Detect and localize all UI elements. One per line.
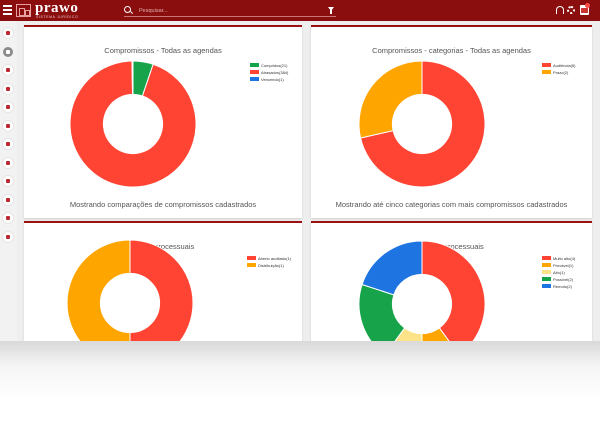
logo-subtitle: SISTEMA JURÍDICO [36,15,79,19]
legend-item[interactable]: Audiência(5) [542,63,575,70]
legend-swatch [542,284,551,288]
legend-label: Remoto(2) [553,284,572,289]
donut-slice-4[interactable] [361,240,423,296]
legend-swatch [542,63,551,67]
chart-legend: Aberto auditado(1) Distribuição(1) [247,256,291,270]
legend-item[interactable]: Vencendo(1) [250,77,288,84]
legend-swatch [542,263,551,267]
sidebar-folder-icon[interactable] [3,102,13,112]
legend-item[interactable]: Cumpridos(21) [250,63,288,70]
chart-title: Compromissos - categorias - Todas as age… [372,46,531,55]
chart-caption: Mostrando comparações de compromissos ca… [69,200,257,209]
donut-slice-0[interactable] [359,60,486,188]
legend-label: Aberto auditado(1) [258,256,292,261]
search-icon[interactable] [124,6,131,13]
chart-procedural-phases-card: Fases processuais Aberto auditado(1) Distr… [24,221,302,367]
sidebar-report-icon[interactable] [3,194,13,205]
sidebar-mail-icon[interactable] [3,213,13,223]
legend-item[interactable]: Alto(1) [542,270,575,277]
donut-slice-2[interactable] [131,60,134,95]
chart-commitments-categories-card: Compromissos - categorias - Todas as age… [311,25,592,218]
chart-commitments-all-agendas-card: Compromissos - Todas as agendas Cumpridos… [24,25,302,218]
chart-legend: Muito alto(4) Provável(1) Alto(1) Possível(… [542,256,575,291]
legend-label: Alto(1) [553,270,565,275]
legend-label: Cumpridos(21) [261,63,288,68]
screen-bottom-fade [0,341,600,400]
legend-swatch [542,70,551,74]
sidebar-briefcase-icon[interactable] [3,120,13,131]
chart-title: Riscos processuais [419,242,484,251]
sidebar-chart-icon[interactable] [3,231,13,242]
legend-label: Muito alto(4) [553,256,576,261]
legend-label: Possível(2) [553,277,574,282]
dashboard-content: Compromissos - Todas as agendas Cumpridos… [17,21,600,368]
search-input[interactable] [139,6,319,15]
legend-swatch [250,70,259,74]
search-bar [124,6,336,17]
support-headset-icon[interactable] [556,6,564,14]
legend-item[interactable]: Atrasados(384) [250,70,288,77]
sidebar-finance-icon[interactable] [3,83,13,94]
sidebar [0,21,18,341]
donut-slice-1[interactable] [69,60,197,188]
legend-item[interactable]: Provável(1) [542,263,575,270]
sidebar-home-icon[interactable] [3,28,13,38]
chart-title: Compromissos - Todas as agendas [104,46,222,55]
legend-label: Audiência(5) [553,63,576,68]
hamburger-menu-icon[interactable] [3,5,12,16]
legend-item[interactable]: Muito alto(4) [542,256,575,263]
prawo-logo-icon [16,4,31,17]
legend-swatch [250,77,259,81]
chart-legend: Audiência(5) Prazo(2) [542,63,575,77]
chart-title: Fases processuais [131,242,195,251]
sidebar-tag-icon[interactable] [3,139,13,149]
legend-label: Distribuição(1) [258,263,284,268]
legend-item[interactable]: Prazo(2) [542,70,575,77]
chart-caption: Mostrando até cinco categorias com mais … [335,200,568,209]
donut-slice-1[interactable] [358,60,423,139]
legend-swatch [250,63,259,67]
legend-label: Provável(1) [553,263,574,268]
chart-procedural-phases [66,239,194,367]
notification-badge [585,3,590,8]
gear-icon[interactable] [567,6,575,14]
legend-item[interactable]: Possível(2) [542,277,575,284]
legend-label: Atrasados(384) [261,70,289,75]
sidebar-scale-icon[interactable] [3,176,13,186]
legend-label: Vencendo(1) [261,77,284,82]
legend-swatch [542,256,551,260]
filter-icon[interactable] [328,7,334,14]
chart-commitments-categories [358,60,486,188]
chart-procedural-risks-card: Riscos processuais Muito alto(4) Provável(… [311,221,592,368]
sidebar-document-icon[interactable] [3,157,13,168]
calendar-icon[interactable] [580,5,589,15]
chart-legend: Cumpridos(21) Atrasados(384) Vencendo(1) [250,63,288,84]
top-bar: prawo SISTEMA JURÍDICO [0,0,600,21]
legend-item[interactable]: Remoto(2) [542,284,575,291]
legend-item[interactable]: Distribuição(1) [247,263,291,270]
sidebar-calendar-icon[interactable] [3,65,13,75]
legend-swatch [247,256,256,260]
legend-item[interactable]: Aberto auditado(1) [247,256,291,263]
chart-commitments-all-agendas [69,60,197,188]
logo-text: prawo [35,0,79,16]
sidebar-shortcut-icon[interactable] [3,46,13,57]
legend-swatch [542,277,551,281]
legend-swatch [542,270,551,274]
legend-swatch [247,263,256,267]
legend-label: Prazo(2) [553,70,569,75]
